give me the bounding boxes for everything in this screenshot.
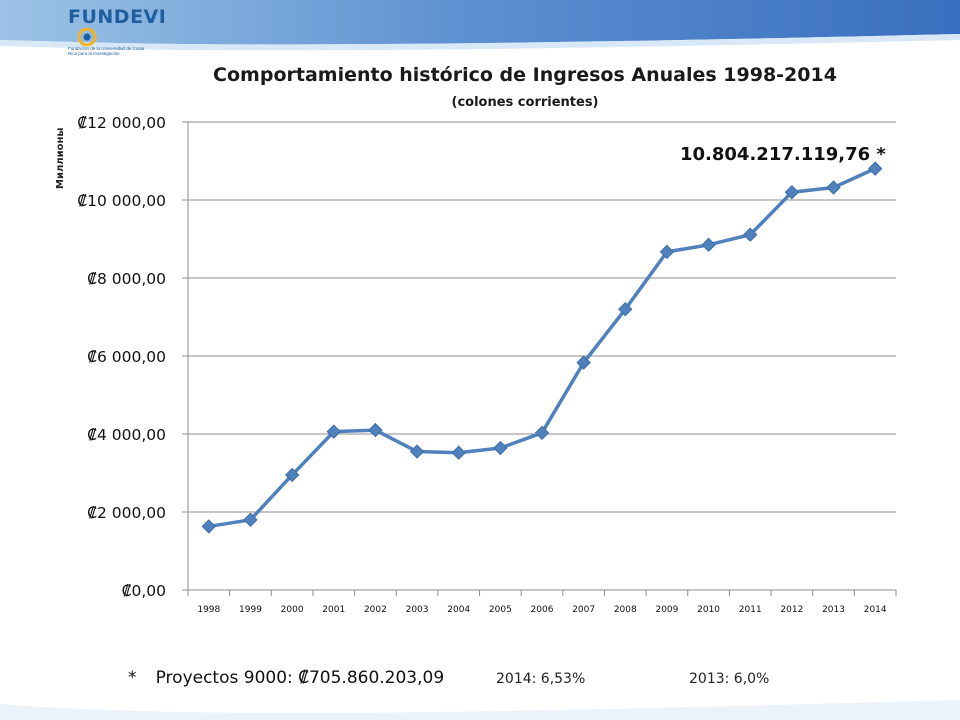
data-point-marker xyxy=(826,180,841,195)
x-tick-label: 2014 xyxy=(864,605,887,615)
data-point-marker xyxy=(659,244,675,260)
data-point-marker xyxy=(618,301,633,317)
data-point-marker xyxy=(576,355,591,370)
x-tick-label: 2006 xyxy=(531,605,554,615)
data-point-marker xyxy=(284,467,300,483)
x-tick-label: 2001 xyxy=(322,605,345,615)
last-value-annotation: 10.804.217.119,76 * xyxy=(680,144,886,165)
data-point-marker xyxy=(867,161,883,176)
chart-subtitle: (colones corrientes) xyxy=(451,95,599,110)
series-layer xyxy=(201,161,883,534)
data-point-marker xyxy=(201,519,217,534)
y-tick-labels: ₡0,00 ₡2 000,00 ₡4 000,00 ₡6 000,00 ₡8 000,0… xyxy=(77,114,166,600)
y-tick-label: ₡8 000,00 xyxy=(87,270,166,288)
data-point-marker xyxy=(784,184,800,200)
data-point-marker xyxy=(409,444,425,459)
data-point-marker xyxy=(493,440,508,456)
y-tick-label: ₡0,00 xyxy=(122,582,166,600)
data-point-marker xyxy=(534,425,550,441)
x-tick-label: 2000 xyxy=(281,605,304,615)
x-tick-label: 2011 xyxy=(739,605,762,615)
data-point-marker xyxy=(243,512,258,528)
y-tick-label: ₡2 000,00 xyxy=(87,504,166,522)
y-axis-title: Миллионы xyxy=(55,128,66,189)
data-point-marker xyxy=(451,445,466,460)
y-tick-label: ₡6 000,00 xyxy=(87,348,166,366)
x-tick-label: 2010 xyxy=(697,605,720,615)
x-tick-label: 2007 xyxy=(572,605,595,615)
x-tick-label: 2003 xyxy=(406,605,429,615)
y-tick-label: ₡4 000,00 xyxy=(87,426,166,444)
axis-layer xyxy=(187,122,897,596)
x-tick-label: 2005 xyxy=(489,605,512,615)
logo-tagline: Fundación de la Universidad de Costa Ric… xyxy=(68,46,145,56)
y-tick-label: ₡10 000,00 xyxy=(77,192,166,210)
y-tick-label: ₡12 000,00 xyxy=(77,114,166,132)
x-tick-label: 2004 xyxy=(447,605,470,615)
footer-asterisk: * xyxy=(128,668,137,688)
logo-ucr-mark xyxy=(78,28,97,46)
data-point-marker xyxy=(701,237,716,253)
x-tick-label: 1999 xyxy=(239,605,262,615)
x-tick-label: 2008 xyxy=(614,605,637,615)
x-tick-label: 2013 xyxy=(822,605,845,615)
data-point-marker xyxy=(326,424,341,439)
footer-pct-2014: 2014: 6,53% xyxy=(496,671,586,687)
data-point-marker xyxy=(743,227,758,242)
chart-title: Comportamiento histórico de Ingresos Anu… xyxy=(213,64,837,86)
footer-pct-2013: 2013: 6,0% xyxy=(689,671,770,687)
x-tick-label: 2002 xyxy=(364,605,387,615)
data-point-marker xyxy=(368,422,383,438)
series-line xyxy=(208,167,876,529)
footer-note: * Proyectos 9000: ₡705.860.203,09 2014: … xyxy=(128,668,769,688)
x-tick-label: 1998 xyxy=(197,605,220,615)
x-tick-label: 2012 xyxy=(780,605,803,615)
footer-projects-total: Proyectos 9000: ₡705.860.203,09 xyxy=(155,668,445,688)
fundevi-logo: FUNDEVI Fundación de la Universidad de C… xyxy=(68,6,166,62)
header-band xyxy=(0,0,960,51)
bottom-decoration xyxy=(0,700,960,720)
logo-wordmark: FUNDEVI xyxy=(68,6,167,28)
x-tick-labels: 1998 1999 2000 2001 2002 2003 2004 2005 2006 2007… xyxy=(197,605,887,615)
x-tick-label: 2009 xyxy=(655,605,678,615)
